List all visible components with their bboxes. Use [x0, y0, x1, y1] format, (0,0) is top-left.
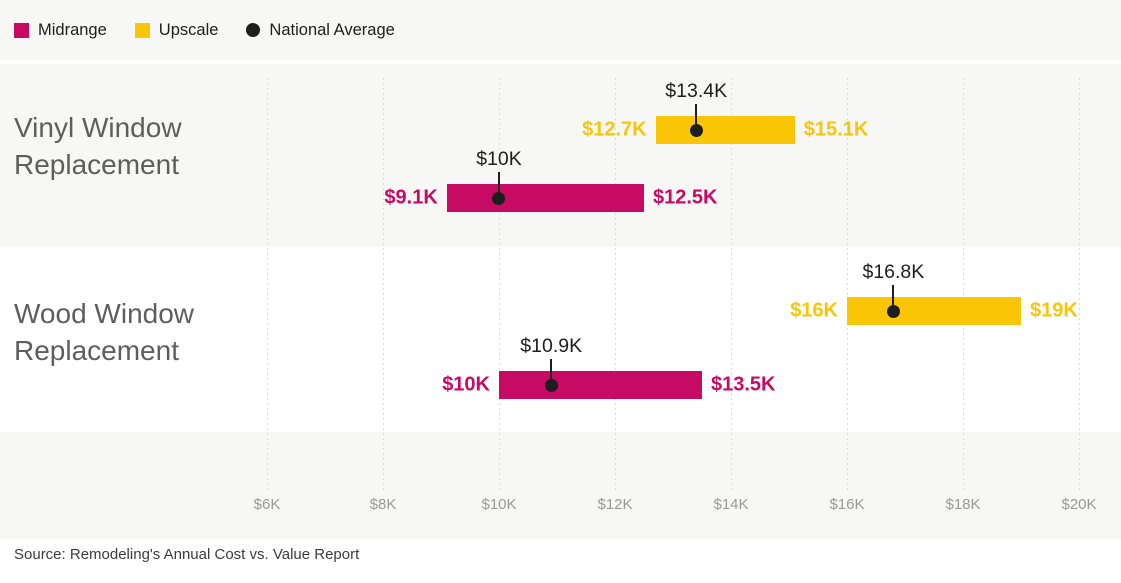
national-average-dot — [886, 304, 900, 318]
average-stem — [892, 285, 895, 312]
axis-tick-label: $6K — [253, 496, 281, 513]
axis-band — [0, 432, 1121, 539]
gridline — [266, 78, 268, 490]
axis-tick-label: $12K — [597, 496, 633, 513]
axis-tick-label: $8K — [369, 496, 397, 513]
legend-band — [0, 0, 1121, 60]
gridline — [498, 78, 500, 490]
bar-min-label: $12.7K — [582, 118, 647, 141]
national-average-label: $10K — [476, 148, 522, 170]
bar-vinyl-midrange: $9.1K $12.5K $10K — [384, 148, 717, 212]
legend-item-upscale: Upscale — [134, 20, 219, 40]
midrange-swatch-icon — [14, 22, 29, 38]
gridline — [1078, 78, 1080, 490]
bar-wood-upscale: $16K $19K $16.8K — [790, 261, 1078, 325]
bar-min-label: $16K — [790, 299, 838, 322]
national-average-dot — [544, 378, 558, 392]
axis-tick-label: $18K — [945, 496, 981, 513]
national-average-label: $10.9K — [520, 335, 583, 357]
legend-label: Midrange — [38, 20, 107, 39]
national-average-label: $16.8K — [862, 261, 925, 283]
bar-wood-midrange: $10K $13.5K $10.9K — [442, 335, 776, 399]
average-stem — [550, 359, 553, 386]
bar-vinyl-upscale: $12.7K $15.1K $13.4K — [582, 80, 868, 144]
axis-tick-label: $10K — [481, 496, 517, 513]
national-average-label: $13.4K — [665, 80, 728, 102]
row-title-vinyl: Vinyl Window Replacement — [14, 112, 182, 180]
legend-label: National Average — [269, 20, 395, 39]
legend-item-national-average: National Average — [246, 20, 395, 40]
axis-tick-label: $14K — [713, 496, 749, 513]
legend-item-midrange: Midrange — [14, 21, 107, 40]
average-stem — [497, 172, 500, 199]
legend: Midrange Upscale National Average — [14, 0, 395, 60]
axis-tick-label: $20K — [1061, 496, 1097, 513]
gridline — [730, 78, 732, 490]
national-average-dot-icon — [246, 23, 261, 37]
national-average-dot — [492, 191, 506, 205]
legend-label: Upscale — [158, 20, 219, 39]
gridline — [846, 78, 848, 490]
bar-max-label: $15.1K — [803, 118, 869, 141]
vinyl-section-band — [0, 64, 1121, 247]
axis-tick-label: $16K — [829, 496, 865, 513]
bar-min-label: $10K — [442, 373, 490, 396]
source-note: Source: Remodeling's Annual Cost vs. Val… — [14, 546, 360, 563]
average-stem — [695, 104, 698, 131]
national-average-dot — [689, 123, 703, 137]
gridline — [614, 78, 616, 490]
upscale-swatch-icon — [134, 22, 150, 38]
row-title-wood: Wood Window Replacement — [14, 298, 195, 366]
bar-max-label: $19K — [1030, 299, 1078, 322]
band-divider — [0, 60, 1121, 64]
bar-min-label: $9.1K — [384, 186, 438, 209]
bar-max-label: $12.5K — [652, 186, 718, 209]
gridline — [382, 78, 384, 490]
bar-max-label: $13.5K — [711, 373, 776, 396]
gridline — [962, 78, 964, 490]
